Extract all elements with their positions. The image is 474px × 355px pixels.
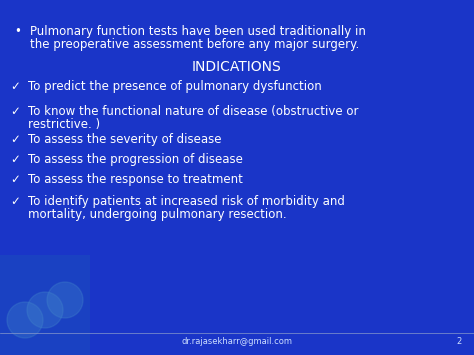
Text: ✓: ✓	[10, 153, 20, 166]
Text: To identify patients at increased risk of morbidity and: To identify patients at increased risk o…	[28, 195, 345, 208]
Text: To assess the response to treatment: To assess the response to treatment	[28, 173, 243, 186]
Text: To assess the severity of disease: To assess the severity of disease	[28, 133, 221, 146]
Text: ✓: ✓	[10, 80, 20, 93]
Text: ✓: ✓	[10, 195, 20, 208]
Circle shape	[27, 292, 63, 328]
Text: INDICATIONS: INDICATIONS	[192, 60, 282, 74]
Circle shape	[47, 282, 83, 318]
Text: dr.rajasekharr@gmail.com: dr.rajasekharr@gmail.com	[182, 337, 292, 346]
FancyBboxPatch shape	[0, 255, 90, 355]
Circle shape	[7, 302, 43, 338]
Text: To predict the presence of pulmonary dysfunction: To predict the presence of pulmonary dys…	[28, 80, 322, 93]
Text: ✓: ✓	[10, 105, 20, 118]
Text: the preoperative assessment before any major surgery.: the preoperative assessment before any m…	[30, 38, 359, 51]
Text: •: •	[14, 25, 21, 38]
Text: Pulmonary function tests have been used traditionally in: Pulmonary function tests have been used …	[30, 25, 366, 38]
Text: 2: 2	[457, 337, 462, 346]
Text: mortality, undergoing pulmonary resection.: mortality, undergoing pulmonary resectio…	[28, 208, 287, 221]
Text: restrictive. ): restrictive. )	[28, 118, 100, 131]
Text: ✓: ✓	[10, 133, 20, 146]
Text: To know the functional nature of disease (obstructive or: To know the functional nature of disease…	[28, 105, 358, 118]
Text: ✓: ✓	[10, 173, 20, 186]
Text: To assess the progression of disease: To assess the progression of disease	[28, 153, 243, 166]
